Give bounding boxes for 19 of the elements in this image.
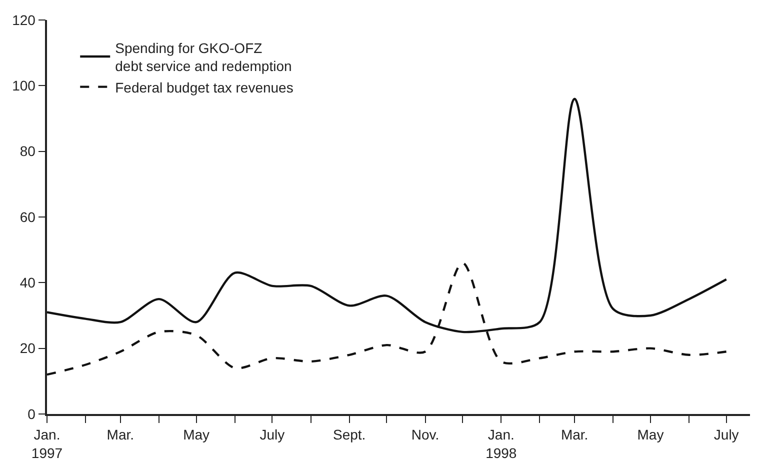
x-tick-label: May <box>637 426 664 443</box>
x-tick-label: Mar. <box>106 426 134 443</box>
y-tick-label: 0 <box>28 406 36 422</box>
y-tick-label: 80 <box>20 143 36 160</box>
y-tick-label: 100 <box>12 78 36 94</box>
legend-label: Spending for GKO-OFZ debt service and redemption <box>115 40 292 74</box>
x-tick-label: July <box>714 426 739 443</box>
x-tick-label: July <box>260 426 285 443</box>
x-tick-label: Nov. <box>411 426 440 443</box>
legend-label: Federal budget tax revenues <box>115 79 294 96</box>
x-tick-label: Sept. <box>333 426 366 443</box>
y-tick-label: 120 <box>12 12 36 28</box>
y-tick-label: 40 <box>20 274 36 291</box>
x-tick-label: Jan. 1998 <box>486 426 517 461</box>
x-tick-label: May <box>183 426 210 443</box>
x-tick-label: Mar. <box>560 426 588 443</box>
y-tick-label: 60 <box>20 208 36 225</box>
x-tick-label: Jan. 1997 <box>31 426 63 461</box>
y-tick-label: 20 <box>20 340 36 356</box>
